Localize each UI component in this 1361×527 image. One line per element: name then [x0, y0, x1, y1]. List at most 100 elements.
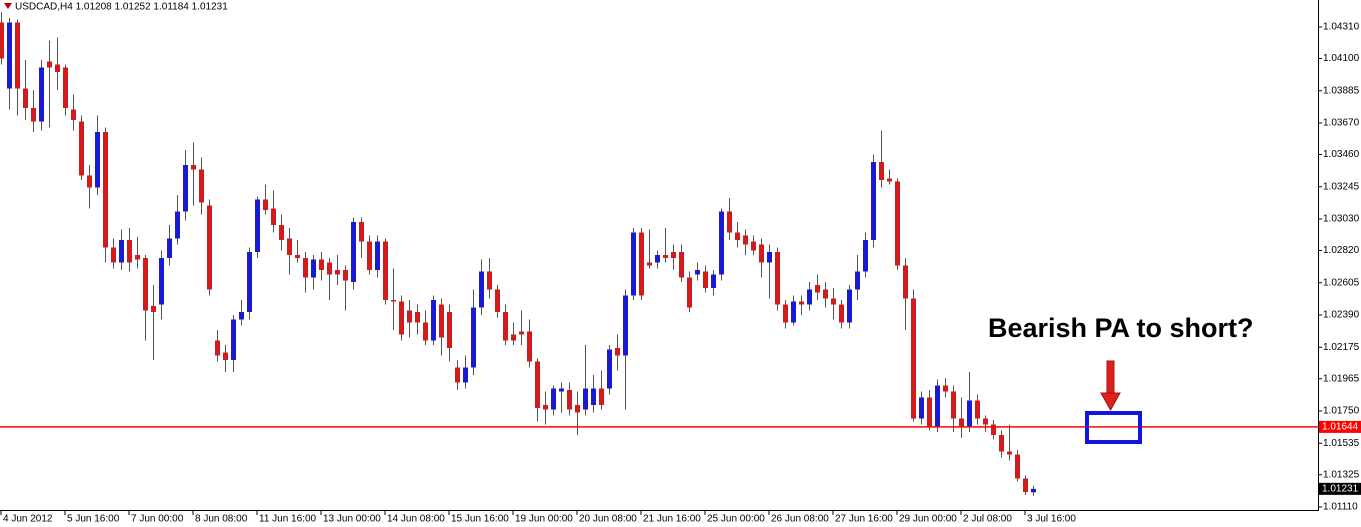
- candle-body: [519, 331, 524, 335]
- candle-body: [663, 255, 668, 258]
- candle-body: [807, 289, 812, 305]
- candle-body: [191, 165, 196, 170]
- candle-body: [199, 169, 204, 203]
- candle-body: [751, 241, 756, 251]
- x-tick-label: 20 Jun 08:00: [579, 514, 637, 525]
- candle-body: [23, 88, 28, 108]
- candle-body: [879, 162, 884, 180]
- candle-body: [927, 397, 932, 428]
- candle-body: [135, 255, 140, 260]
- candle-body: [39, 67, 44, 122]
- candle-body: [903, 265, 908, 299]
- candle-body: [711, 274, 716, 288]
- current-price-box: [1319, 482, 1361, 495]
- candle-body: [431, 300, 436, 341]
- candle-body: [119, 240, 124, 263]
- candle-body: [207, 205, 212, 290]
- candle-body: [743, 235, 748, 245]
- plot-area: [0, 12, 1318, 496]
- candle-body: [0, 22, 4, 59]
- candle-body: [111, 247, 116, 263]
- candle-body: [551, 388, 556, 410]
- candle-body: [687, 277, 692, 308]
- candle-body: [719, 211, 724, 275]
- candle-body: [367, 241, 372, 270]
- y-tick-label: 1.02175: [1323, 342, 1360, 353]
- candle-body: [799, 301, 804, 305]
- candle-body: [535, 361, 540, 408]
- candle-body: [495, 289, 500, 312]
- candle-body: [511, 334, 516, 341]
- candle-body: [287, 238, 292, 255]
- candle-body: [631, 232, 636, 296]
- y-tick-label: 1.04100: [1323, 53, 1360, 64]
- candle-body: [775, 252, 780, 305]
- candle-body: [975, 400, 980, 419]
- candle-body: [471, 307, 476, 368]
- x-tick-label: 27 Jun 16:00: [835, 514, 893, 525]
- candle-body: [151, 306, 156, 312]
- y-tick-label: 1.03885: [1323, 85, 1360, 96]
- candle-body: [71, 109, 76, 120]
- y-tick-label: 1.01110: [1323, 502, 1358, 513]
- y-tick-label: 1.02390: [1323, 310, 1360, 321]
- candle-body: [383, 241, 388, 300]
- candle-body: [359, 222, 364, 242]
- candle-body: [455, 367, 460, 383]
- candle-body: [951, 391, 956, 419]
- candle-body: [759, 244, 764, 263]
- candle-body: [615, 348, 620, 356]
- current-price-label: 1.01231: [1322, 483, 1359, 494]
- candle-body: [351, 222, 356, 282]
- candle-body: [335, 270, 340, 275]
- candle-body: [31, 108, 36, 122]
- symbol-icon: [4, 3, 12, 9]
- y-tick-label: 1.03245: [1323, 181, 1360, 192]
- candle-body: [439, 304, 444, 338]
- candle-body: [959, 418, 964, 428]
- y-tick-label: 1.01965: [1323, 373, 1360, 384]
- candle-body: [415, 312, 420, 323]
- x-tick-label: 14 Jun 08:00: [387, 514, 445, 525]
- candle-body: [271, 208, 276, 225]
- candle-body: [671, 252, 676, 258]
- candle-body: [255, 199, 260, 252]
- candle-body: [7, 22, 12, 89]
- candle-body: [735, 232, 740, 240]
- y-tick-label: 1.01325: [1323, 469, 1360, 480]
- candle-body: [695, 270, 700, 275]
- candle-body: [839, 304, 844, 323]
- candle-body: [239, 312, 244, 320]
- candle-body: [991, 424, 996, 435]
- x-tick-label: 13 Jun 00:00: [323, 514, 381, 525]
- candle-body: [479, 271, 484, 308]
- candle-body: [727, 211, 732, 233]
- candle-body: [55, 64, 60, 72]
- y-tick-label: 1.03030: [1323, 214, 1360, 225]
- candle-body: [559, 388, 564, 392]
- candle-body: [159, 258, 164, 305]
- y-tick-label: 1.04310: [1323, 22, 1360, 33]
- candle-body: [447, 312, 452, 348]
- x-tick-label: 4 Jun 2012: [3, 514, 53, 525]
- candle-body: [127, 240, 132, 263]
- candle-body: [655, 255, 660, 263]
- candle-body: [887, 178, 892, 182]
- candle-body: [223, 352, 228, 360]
- x-tick-label: 5 Jun 16:00: [67, 514, 120, 525]
- chart-title: USDCAD,H4 1.01208 1.01252 1.01184 1.0123…: [15, 2, 228, 13]
- x-tick-label: 25 Jun 00:00: [707, 514, 765, 525]
- arrow-shaft: [1106, 360, 1115, 396]
- candle-body: [183, 165, 188, 212]
- candle-body: [679, 252, 684, 278]
- candle-body: [1007, 451, 1012, 455]
- candle-body: [247, 252, 252, 312]
- candle-body: [647, 262, 652, 266]
- candle-body: [463, 367, 468, 383]
- candle-body: [983, 418, 988, 425]
- candle-body: [639, 232, 644, 296]
- candle-body: [87, 175, 92, 188]
- candle-body: [15, 22, 20, 89]
- candle-body: [591, 388, 596, 405]
